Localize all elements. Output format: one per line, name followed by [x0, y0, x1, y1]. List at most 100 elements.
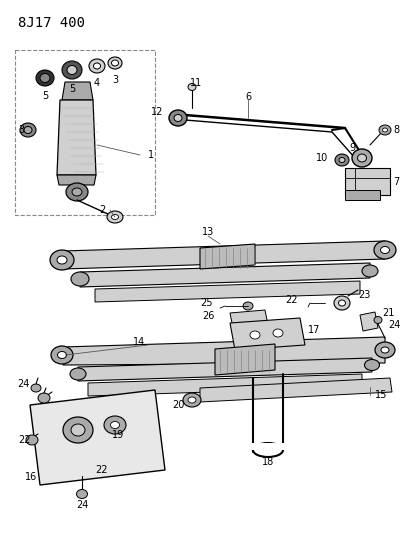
Ellipse shape	[334, 296, 350, 310]
Ellipse shape	[93, 63, 101, 69]
Text: 22: 22	[18, 435, 30, 445]
Ellipse shape	[71, 272, 89, 286]
Ellipse shape	[20, 123, 36, 137]
Text: 23: 23	[358, 290, 370, 300]
Polygon shape	[63, 337, 385, 365]
Polygon shape	[80, 263, 370, 287]
Text: 14: 14	[133, 337, 145, 347]
Ellipse shape	[374, 241, 396, 259]
Polygon shape	[200, 244, 255, 269]
Text: 20: 20	[173, 400, 185, 410]
Text: 5: 5	[69, 84, 75, 94]
Polygon shape	[252, 443, 284, 450]
Text: 15: 15	[375, 390, 388, 400]
Ellipse shape	[31, 384, 41, 392]
Ellipse shape	[50, 250, 74, 270]
Text: 8: 8	[393, 125, 399, 135]
Text: 5: 5	[42, 91, 48, 101]
Ellipse shape	[183, 393, 201, 407]
Ellipse shape	[362, 265, 378, 277]
Text: 18: 18	[262, 457, 274, 467]
Polygon shape	[57, 175, 96, 185]
Text: 24: 24	[388, 320, 400, 330]
Text: 24: 24	[18, 379, 30, 389]
Ellipse shape	[169, 110, 187, 126]
Ellipse shape	[111, 422, 120, 429]
Ellipse shape	[62, 61, 82, 79]
Text: 11: 11	[190, 78, 202, 88]
Text: 12: 12	[150, 107, 163, 117]
Text: 7: 7	[393, 177, 399, 187]
Ellipse shape	[63, 417, 93, 443]
Polygon shape	[62, 82, 93, 100]
Ellipse shape	[365, 359, 379, 370]
Ellipse shape	[40, 74, 50, 83]
Ellipse shape	[383, 128, 388, 132]
Ellipse shape	[339, 157, 345, 163]
Text: 24: 24	[76, 500, 88, 510]
Ellipse shape	[188, 84, 196, 91]
Text: 9: 9	[349, 143, 355, 153]
Ellipse shape	[374, 317, 382, 324]
Text: 3: 3	[112, 75, 118, 85]
Ellipse shape	[76, 489, 88, 498]
Ellipse shape	[108, 57, 122, 69]
Ellipse shape	[66, 183, 88, 201]
Ellipse shape	[104, 416, 126, 434]
Ellipse shape	[243, 302, 253, 310]
Polygon shape	[230, 310, 268, 328]
Ellipse shape	[111, 60, 118, 66]
Ellipse shape	[381, 347, 389, 353]
Ellipse shape	[38, 393, 50, 403]
Text: 8J17 400: 8J17 400	[18, 16, 85, 30]
Text: 17: 17	[308, 325, 321, 335]
Text: 21: 21	[382, 308, 395, 318]
Text: 26: 26	[203, 311, 215, 321]
Text: 3: 3	[18, 125, 24, 135]
Ellipse shape	[379, 125, 391, 135]
Polygon shape	[345, 168, 390, 195]
Ellipse shape	[51, 346, 73, 364]
Ellipse shape	[70, 368, 86, 380]
Polygon shape	[215, 344, 275, 375]
Ellipse shape	[89, 59, 105, 73]
Ellipse shape	[24, 126, 32, 133]
Polygon shape	[30, 390, 165, 485]
Polygon shape	[57, 100, 96, 175]
Text: 25: 25	[201, 298, 213, 308]
Ellipse shape	[72, 188, 82, 196]
Ellipse shape	[111, 214, 118, 220]
Ellipse shape	[188, 397, 196, 403]
Polygon shape	[360, 312, 378, 331]
Text: 22: 22	[95, 465, 108, 475]
Polygon shape	[230, 318, 305, 350]
Polygon shape	[345, 190, 380, 200]
Polygon shape	[63, 241, 385, 269]
Ellipse shape	[335, 154, 349, 166]
Ellipse shape	[26, 435, 38, 445]
Ellipse shape	[339, 300, 346, 306]
Ellipse shape	[58, 351, 67, 359]
Text: 22: 22	[286, 295, 298, 305]
Polygon shape	[95, 281, 360, 302]
Text: 13: 13	[202, 227, 214, 237]
Ellipse shape	[253, 443, 283, 457]
Text: 10: 10	[316, 153, 328, 163]
Ellipse shape	[273, 329, 283, 337]
Ellipse shape	[36, 70, 54, 86]
Polygon shape	[88, 374, 362, 396]
Ellipse shape	[174, 115, 182, 122]
Ellipse shape	[107, 211, 123, 223]
Text: 19: 19	[112, 430, 124, 440]
Ellipse shape	[381, 246, 390, 254]
Ellipse shape	[67, 66, 77, 75]
Bar	[15, 50, 155, 215]
Ellipse shape	[358, 154, 367, 162]
Text: 4: 4	[94, 78, 100, 88]
Ellipse shape	[250, 331, 260, 339]
Ellipse shape	[71, 424, 85, 436]
Text: 2: 2	[99, 205, 105, 215]
Text: 6: 6	[245, 92, 251, 102]
Text: 16: 16	[25, 472, 37, 482]
Ellipse shape	[352, 149, 372, 167]
